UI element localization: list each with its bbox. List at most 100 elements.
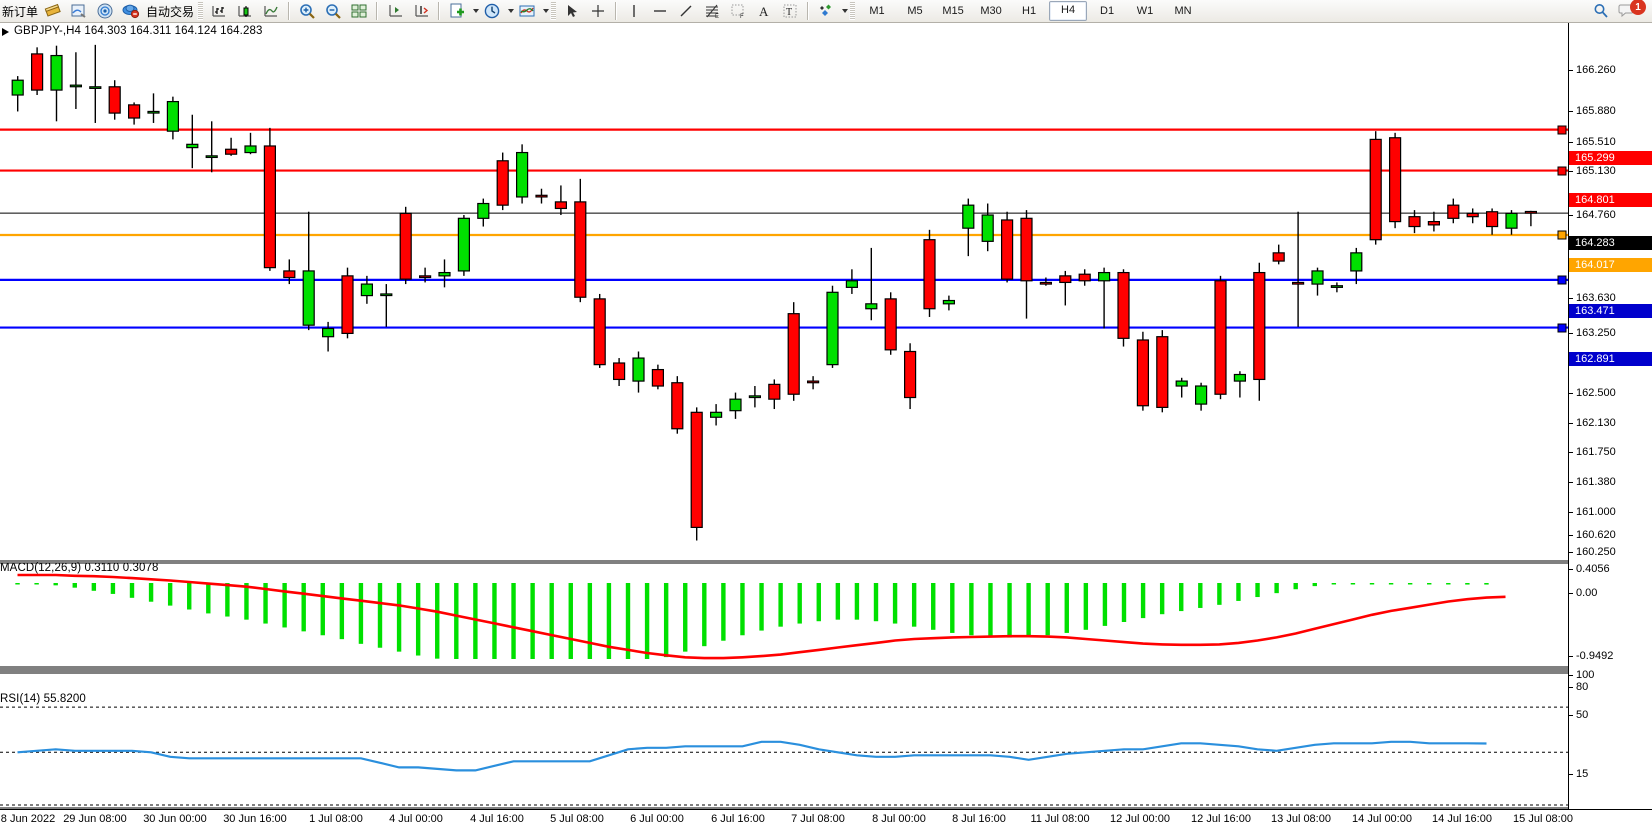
search-icon[interactable] xyxy=(1589,1,1613,21)
time-tick-label: 8 Jul 16:00 xyxy=(952,813,1006,825)
trendline-icon[interactable] xyxy=(674,1,698,21)
support-1-tag[interactable]: 163.471 xyxy=(1569,304,1652,318)
new-order-icon[interactable] xyxy=(41,1,65,21)
candlestick-icon[interactable] xyxy=(233,1,257,21)
notifications-icon[interactable]: 1 xyxy=(1615,0,1646,21)
crosshair-icon[interactable] xyxy=(586,1,610,21)
time-tick-label: 5 Jul 08:00 xyxy=(550,813,604,825)
price-scale[interactable]: 166.260165.880165.510165.130164.760164.3… xyxy=(1568,23,1652,809)
price-tick xyxy=(1569,675,1573,676)
resistance-1-tag[interactable]: 165.299 xyxy=(1569,151,1652,165)
timeframe-m5[interactable]: M5 xyxy=(907,5,923,17)
text-box-icon[interactable]: T xyxy=(778,1,802,21)
support-2-tag[interactable]: 162.891 xyxy=(1569,352,1652,366)
zoom-out-icon[interactable] xyxy=(321,1,345,21)
price-tick-label: 162.130 xyxy=(1576,417,1616,429)
price-tick xyxy=(1569,142,1573,143)
line-chart-icon[interactable] xyxy=(259,1,283,21)
text-icon[interactable]: A xyxy=(752,1,776,21)
price-tick xyxy=(1569,569,1573,570)
zoom-in-icon[interactable] xyxy=(295,1,319,21)
hline-icon[interactable] xyxy=(648,1,672,21)
timeframe-d1[interactable]: D1 xyxy=(1100,5,1115,17)
fibo-icon[interactable]: E xyxy=(700,1,724,21)
price-tick xyxy=(1569,111,1573,112)
svg-text:F: F xyxy=(740,14,744,20)
resistance-2-handle[interactable] xyxy=(1557,166,1567,176)
auto-trading-icon[interactable] xyxy=(119,1,143,21)
data-window-icon[interactable] xyxy=(67,1,91,21)
new-order-label[interactable]: 新订单 xyxy=(2,4,39,19)
price-tick-label: 161.380 xyxy=(1576,476,1616,488)
objects-icon[interactable] xyxy=(814,1,838,21)
resistance-2-tag[interactable]: 164.801 xyxy=(1569,193,1652,207)
timeframe-h4[interactable]: H4 xyxy=(1049,1,1088,21)
time-tick-label: 30 Jun 16:00 xyxy=(223,813,287,825)
time-tick-label: 6 Jul 16:00 xyxy=(711,813,765,825)
price-tick-label: 160.620 xyxy=(1576,529,1616,541)
support-2-handle[interactable] xyxy=(1557,323,1567,333)
price-tick-label: 165.880 xyxy=(1576,105,1616,117)
auto-trading-label[interactable]: 自动交易 xyxy=(146,4,195,19)
rsi-tick-label: 100 xyxy=(1576,669,1595,681)
cursor-icon[interactable] xyxy=(560,1,584,21)
toolbar-grip[interactable] xyxy=(197,2,204,20)
pivot-tag[interactable]: 164.017 xyxy=(1569,258,1652,272)
macd-tick-label: 0.00 xyxy=(1576,587,1598,599)
timeframe-mn[interactable]: MN xyxy=(1174,5,1192,17)
toolbar-separator xyxy=(807,2,810,20)
time-tick-label: 4 Jul 00:00 xyxy=(389,813,443,825)
support-1-handle[interactable] xyxy=(1557,275,1567,285)
rsi-caption: RSI(14) 55.8200 xyxy=(0,693,86,705)
last-price-tag[interactable]: 164.283 xyxy=(1569,236,1652,250)
price-tick xyxy=(1569,552,1573,553)
indicators-dropdown-icon[interactable] xyxy=(543,9,550,13)
macd-caption: MACD(12,26,9) 0.3110 0.3078 xyxy=(0,562,159,574)
rsi-tick-label: 50 xyxy=(1576,709,1589,721)
price-tick xyxy=(1569,715,1573,716)
time-scale[interactable]: 8 Jun 2022 29 Jun 08:00 30 Jun 00:00 30 Jun… xyxy=(0,809,1652,832)
timeframe-m15[interactable]: M15 xyxy=(942,5,964,17)
toolbar-separator xyxy=(615,2,618,20)
toolbar-separator xyxy=(288,2,291,20)
price-tick xyxy=(1569,774,1573,775)
rsi-tick-label: 15 xyxy=(1576,768,1589,780)
period-dropdown-icon[interactable] xyxy=(508,9,515,13)
bar-chart-icon[interactable] xyxy=(207,1,231,21)
new-chart-dropdown-icon[interactable] xyxy=(473,9,480,13)
price-tick xyxy=(1569,171,1573,172)
chart-shift-icon[interactable] xyxy=(383,1,407,21)
auto-scroll-icon[interactable] xyxy=(409,1,433,21)
toolbar-grip[interactable] xyxy=(849,2,856,20)
notification-count-badge[interactable]: 1 xyxy=(1630,0,1646,15)
tile-windows-icon[interactable] xyxy=(347,1,371,21)
timeframe-m30[interactable]: M30 xyxy=(980,5,1002,17)
signals-icon[interactable] xyxy=(93,1,117,21)
symbol-expand-arrow-icon[interactable] xyxy=(2,28,9,36)
chart-window[interactable]: GBPJPY-,H4 164.303 164.311 164.124 164.2… xyxy=(0,23,1652,832)
timeframe-h1[interactable]: H1 xyxy=(1022,5,1037,17)
indicators-icon[interactable] xyxy=(515,1,539,21)
toolbar-grip[interactable] xyxy=(550,2,557,20)
toolbar-separator xyxy=(376,2,379,20)
time-tick-label: 6 Jul 00:00 xyxy=(630,813,684,825)
svg-text:E: E xyxy=(715,14,719,20)
price-tick-label: 165.510 xyxy=(1576,136,1616,148)
plot-area[interactable] xyxy=(0,23,1568,809)
timeframe-w1[interactable]: W1 xyxy=(1136,5,1154,17)
vline-icon[interactable] xyxy=(622,1,646,21)
macd-tick-label: 0.4056 xyxy=(1576,563,1610,575)
objects-dropdown-icon[interactable] xyxy=(842,9,849,13)
time-tick-label: 4 Jul 16:00 xyxy=(470,813,524,825)
candlestick-series xyxy=(11,44,1538,541)
price-tick xyxy=(1569,70,1573,71)
text-label-icon[interactable]: F xyxy=(726,1,750,21)
time-tick-label: 8 Jul 00:00 xyxy=(872,813,926,825)
period-icon[interactable] xyxy=(480,1,504,21)
pivot-handle[interactable] xyxy=(1557,230,1567,240)
chart-canvas[interactable] xyxy=(0,23,1568,809)
svg-text:A: A xyxy=(759,4,769,19)
timeframe-m1[interactable]: M1 xyxy=(869,5,885,17)
resistance-1-handle[interactable] xyxy=(1557,125,1567,135)
new-chart-icon[interactable] xyxy=(445,1,469,21)
